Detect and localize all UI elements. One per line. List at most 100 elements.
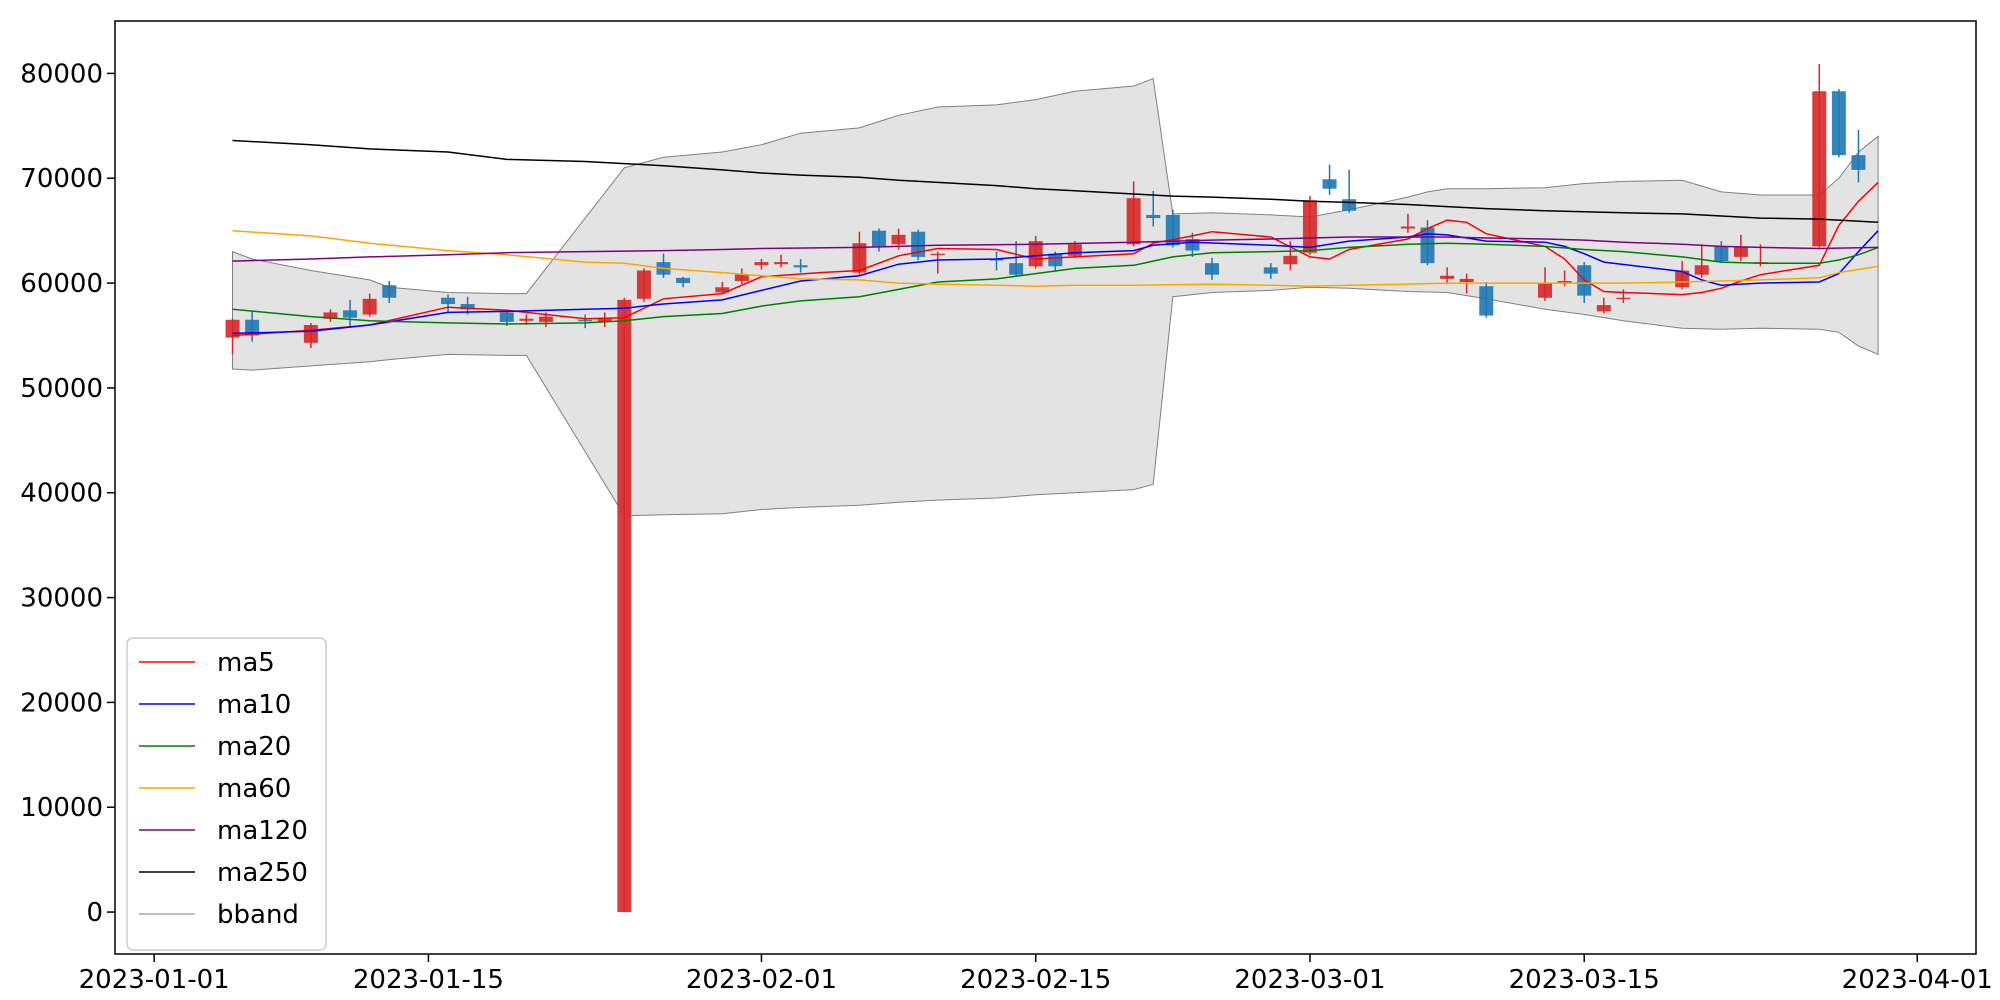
candle [1205,257,1220,280]
candle [754,258,769,270]
candle-body [362,298,377,315]
candle-body [1733,247,1748,257]
candle [715,282,730,293]
candle [617,297,632,913]
candle [1126,181,1141,247]
candle-body [245,319,260,336]
candle-body [1831,91,1846,156]
bband-area [232,78,1879,517]
legend: ma5 ma10 ma20 ma60 ma120 ma250 bband [126,637,327,951]
candle-body [1420,227,1435,264]
candle-body [1459,278,1474,283]
candle [871,228,886,252]
legend-label: ma60 [217,774,291,804]
y-tick-label: 60000 [20,269,103,299]
candle-body [303,325,318,343]
moving-average-lines [232,139,1879,337]
candle [1322,164,1337,196]
candle [930,251,945,274]
candle-body [1009,263,1024,275]
legend-entry-ma60: ma60 [139,774,291,804]
legend-entry-bband: bband [139,900,299,930]
candle-body [617,299,632,913]
candle-body [1126,198,1141,245]
candle-body [1205,263,1220,275]
candle [382,280,397,303]
candle [1028,235,1043,269]
candle [1302,196,1317,255]
candle-body [1400,226,1415,229]
legend-label: ma20 [217,732,291,762]
y-tick-label: 70000 [20,164,103,194]
candle-body [852,243,867,273]
candle [343,299,358,328]
candle-body [597,318,612,322]
candle [1675,261,1690,290]
candle-body [793,265,808,268]
candle-body [754,262,769,266]
x-tick-label: 2023-02-01 [686,965,837,995]
candle [1009,241,1024,277]
candle-body [1067,244,1082,256]
candle-body [1596,305,1611,312]
series-line-ma120 [232,236,1879,262]
y-tick-label: 30000 [20,584,103,614]
candle-body [538,316,553,322]
candle-body [1165,214,1180,246]
x-tick-label: 2023-01-15 [353,965,504,995]
y-tick-label: 50000 [20,374,103,404]
candle [1538,267,1553,301]
candle-body [891,234,906,245]
legend-label: ma5 [217,648,275,678]
bollinger-band [232,78,1879,517]
candle [1146,190,1161,227]
candle-body [676,277,691,284]
plot-frame [114,20,1977,955]
candle [1440,267,1455,285]
candle-body [1302,200,1317,253]
candle-body [774,262,789,265]
candle-body [441,297,456,305]
candle-body [1812,91,1827,247]
legend-entry-ma120: ma120 [139,816,308,846]
candle [1851,130,1866,183]
candle-body [1851,155,1866,170]
candle-body [519,318,534,321]
candle-body [1048,253,1063,267]
y-tick-label: 10000 [20,793,103,823]
candle-body [343,310,358,318]
candle-body [1694,265,1709,275]
candle-body [578,319,593,322]
candle-body [734,274,749,281]
candle-body [1283,255,1298,265]
candle-body [382,285,397,298]
candle [1714,241,1729,264]
candle [1812,63,1827,248]
candle-body [1616,297,1631,300]
candle-body [930,253,945,256]
candle [1694,244,1709,278]
candle-body [1675,270,1690,288]
legend-label: ma250 [217,858,308,888]
y-tick-label: 40000 [20,479,103,509]
candle-body [871,230,886,247]
candle [597,312,612,328]
legend-label: ma10 [217,690,291,720]
candle [852,231,867,275]
candle [636,268,651,302]
series-line-ma20 [232,242,1879,325]
candle-body [1028,241,1043,267]
candle [578,314,593,329]
x-tick-label: 2023-03-01 [1234,965,1385,995]
candle [1342,169,1357,213]
candles [225,63,1866,913]
legend-entry-ma5: ma5 [139,648,275,678]
legend-entry-ma20: ma20 [139,732,291,762]
legend-entry-ma10: ma10 [139,690,291,720]
x-axis: 2023-01-01 2023-01-15 2023-02-01 2023-02-15… [79,954,1993,995]
candle [1596,297,1611,314]
series-line-ma60 [232,229,1879,287]
candle-body [323,312,338,319]
candle-body [1557,280,1572,284]
